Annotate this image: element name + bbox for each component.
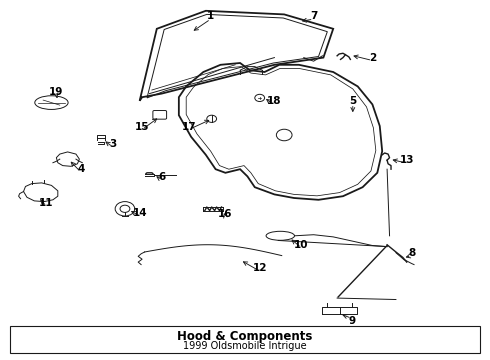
Text: 9: 9 [348, 316, 355, 326]
Text: Hood & Components: Hood & Components [177, 330, 313, 343]
Text: 1: 1 [207, 11, 214, 21]
Text: 4: 4 [77, 164, 85, 174]
Text: 1999 Oldsmobile Intrigue: 1999 Oldsmobile Intrigue [183, 341, 307, 351]
Text: 10: 10 [294, 240, 309, 250]
Text: 11: 11 [39, 198, 54, 208]
Text: 8: 8 [408, 248, 415, 258]
Text: 14: 14 [132, 208, 147, 218]
Text: 18: 18 [267, 96, 282, 106]
Text: 5: 5 [349, 96, 356, 106]
Text: 12: 12 [252, 263, 267, 273]
Text: 17: 17 [181, 122, 196, 132]
Text: 2: 2 [369, 53, 376, 63]
Text: 3: 3 [109, 139, 116, 149]
Text: 7: 7 [310, 11, 318, 21]
Text: 16: 16 [218, 209, 233, 219]
Text: 19: 19 [49, 87, 64, 97]
Text: 13: 13 [399, 155, 414, 165]
Text: 6: 6 [158, 172, 165, 182]
Text: 15: 15 [135, 122, 149, 132]
